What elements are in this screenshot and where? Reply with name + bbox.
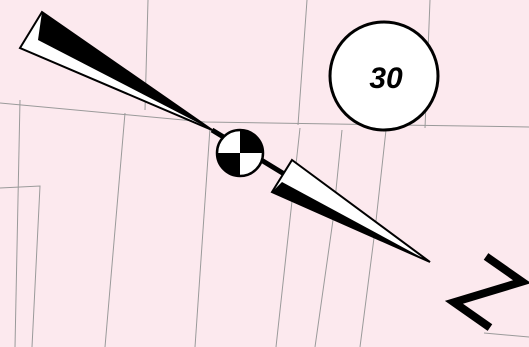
parcel-boundary	[194, 127, 211, 347]
parcel-boundary	[0, 102, 529, 128]
parcel-boundary	[104, 112, 126, 347]
parcel-boundary	[483, 332, 529, 338]
north-arrow-icon	[18, 10, 529, 331]
arrow-tail-fill	[38, 12, 212, 130]
parcel-boundary	[14, 99, 21, 347]
sheet-number-circle	[328, 20, 440, 132]
north-letter	[444, 253, 529, 331]
sheet-number-badge: 30	[328, 20, 440, 132]
parcel-boundary	[275, 127, 301, 347]
arrow-head-outline	[270, 158, 431, 263]
arrow-center-quadrant	[217, 153, 240, 176]
parcel-boundary	[297, 0, 308, 126]
parcel-boundary	[314, 129, 343, 347]
sheet-number: 30	[369, 62, 403, 95]
arrow-center-quadrant	[240, 130, 263, 153]
parcel-boundary	[0, 185, 41, 347]
arrow-head-fill	[272, 182, 430, 262]
